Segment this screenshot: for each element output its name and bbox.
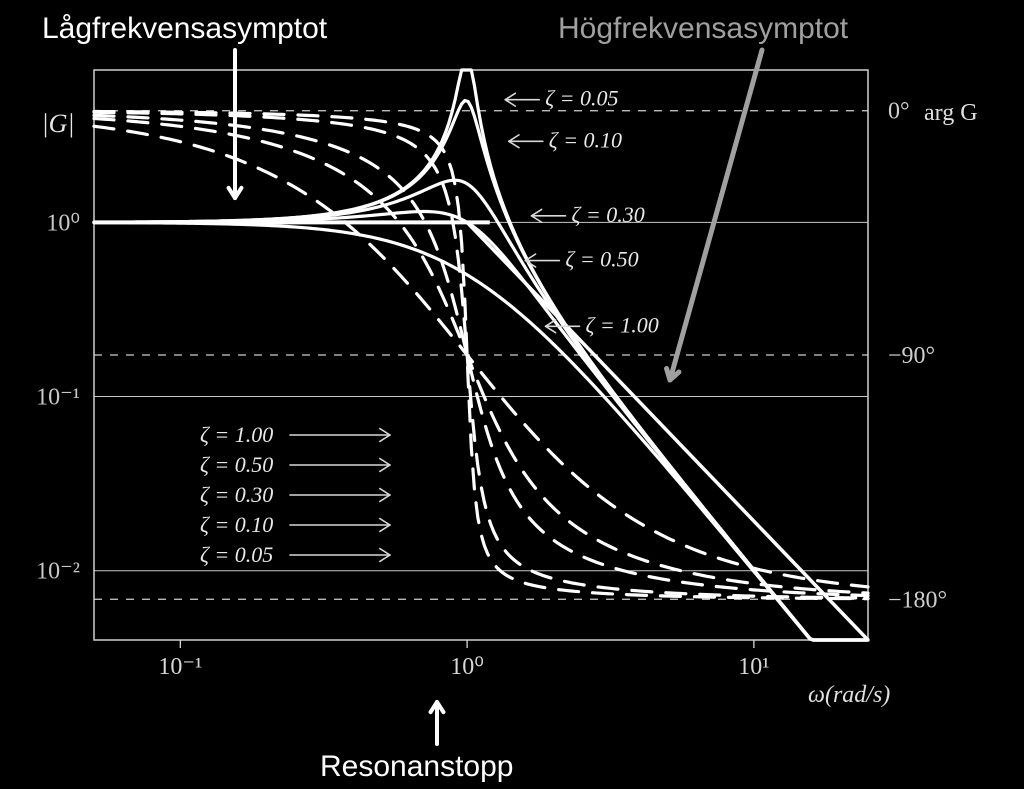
svg-text:−90°: −90° bbox=[888, 343, 935, 369]
svg-text:ζ = 0.50: ζ = 0.50 bbox=[200, 452, 273, 477]
svg-text:ζ = 0.10: ζ = 0.10 bbox=[549, 127, 622, 152]
svg-text:|G|: |G| bbox=[41, 109, 74, 138]
svg-text:0°: 0° bbox=[888, 99, 910, 125]
svg-text:ζ = 0.05: ζ = 0.05 bbox=[200, 542, 273, 567]
bode-chart: 10⁰ 10⁻¹ 10⁻² 0° −90° −180° 10⁻¹ 10⁰ 10¹ |G| arg G… bbox=[0, 0, 1024, 789]
svg-text:10⁻²: 10⁻² bbox=[36, 559, 80, 585]
annotation-high-asymptote: Högfrekvensasymptot bbox=[558, 12, 848, 46]
svg-text:ζ = 1.00: ζ = 1.00 bbox=[200, 422, 273, 447]
svg-text:10⁻¹: 10⁻¹ bbox=[36, 385, 80, 411]
svg-text:ω(rad/s): ω(rad/s) bbox=[808, 682, 890, 708]
svg-text:ζ = 0.05: ζ = 0.05 bbox=[545, 86, 618, 111]
svg-text:ζ = 0.30: ζ = 0.30 bbox=[200, 482, 273, 507]
svg-text:−180°: −180° bbox=[888, 587, 947, 613]
svg-text:ζ = 0.30: ζ = 0.30 bbox=[572, 202, 645, 227]
svg-text:10⁰: 10⁰ bbox=[450, 654, 484, 680]
annotation-resonance: Resonanstopp bbox=[320, 750, 513, 784]
svg-text:10⁻¹: 10⁻¹ bbox=[158, 654, 202, 680]
svg-text:ζ = 0.10: ζ = 0.10 bbox=[200, 512, 273, 537]
svg-text:10¹: 10¹ bbox=[738, 654, 769, 680]
annotation-low-asymptote: Lågfrekvensasymptot bbox=[42, 12, 327, 46]
svg-text:ζ = 0.50: ζ = 0.50 bbox=[565, 247, 638, 272]
page: Lågfrekvensasymptot Högfrekvensasymptot … bbox=[0, 0, 1024, 789]
svg-text:ζ = 1.00: ζ = 1.00 bbox=[586, 312, 659, 337]
svg-text:arg G: arg G bbox=[924, 100, 978, 126]
svg-text:10⁰: 10⁰ bbox=[46, 210, 80, 236]
